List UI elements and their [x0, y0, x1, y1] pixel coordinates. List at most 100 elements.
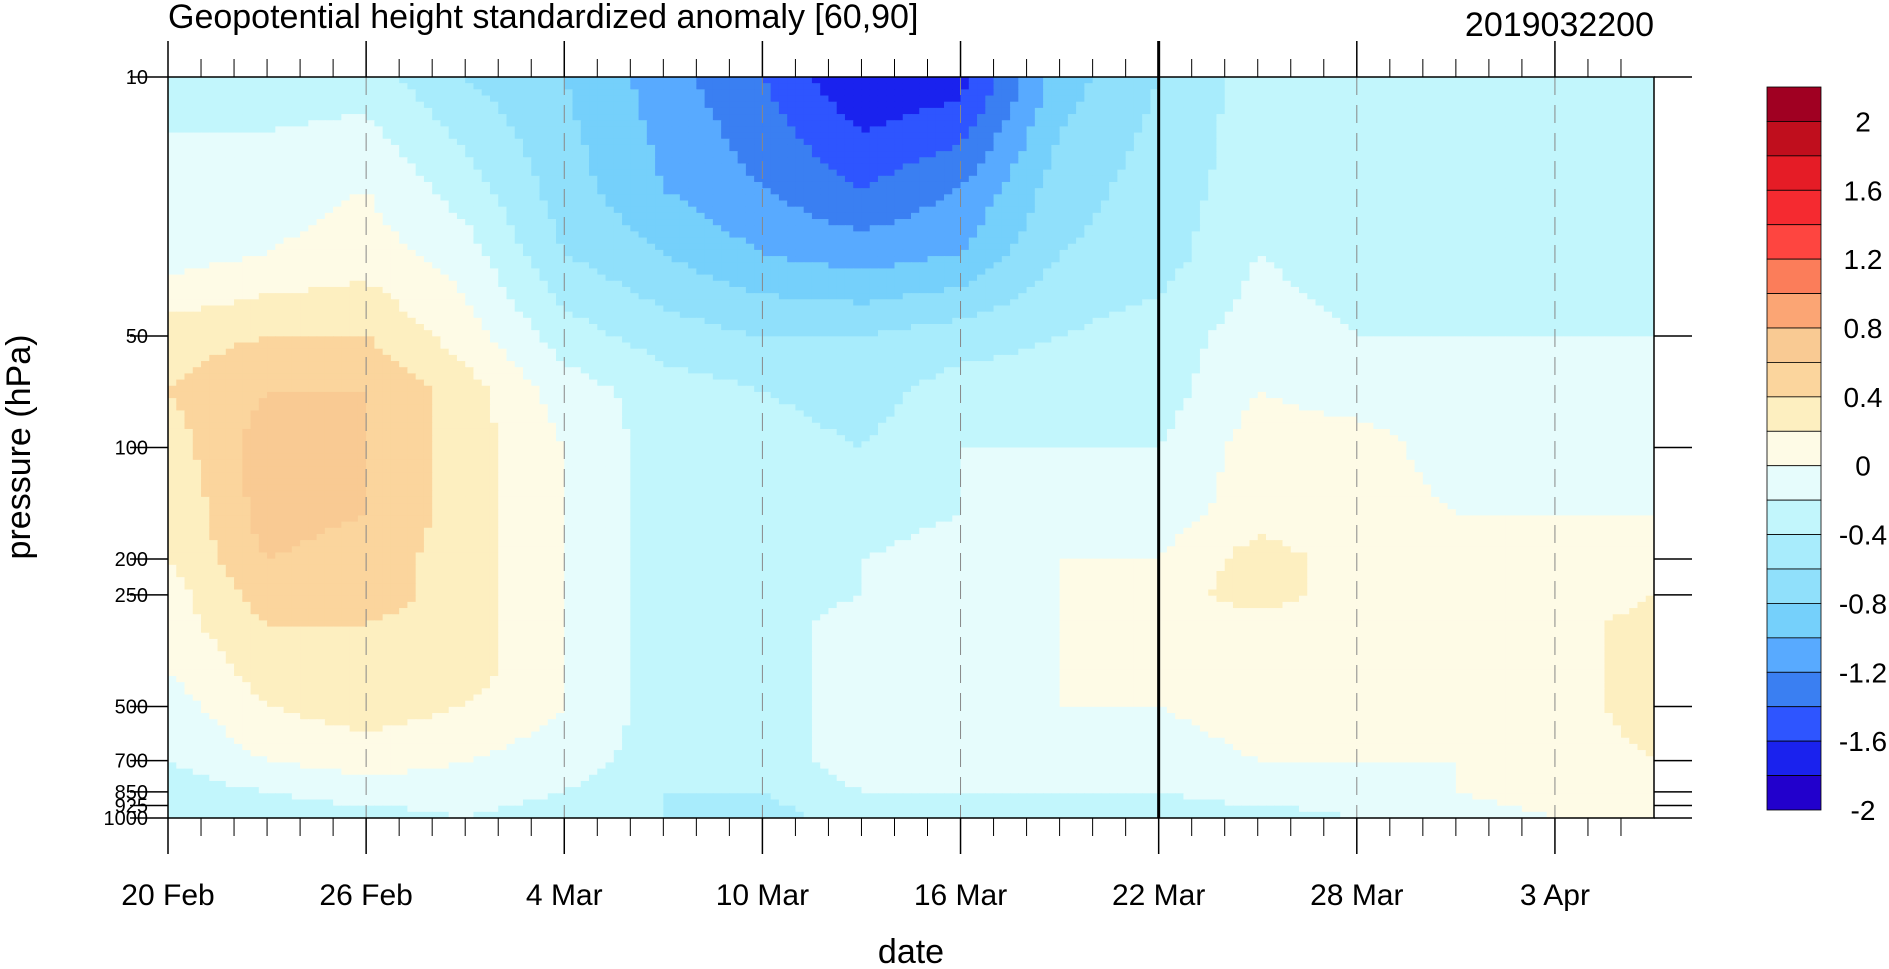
heatmap-cell [1059, 89, 1069, 97]
heatmap-cell [1117, 132, 1127, 140]
heatmap-cell [712, 206, 722, 214]
heatmap-cell [1340, 120, 1350, 127]
heatmap-cell [556, 83, 565, 90]
heatmap-cell [423, 83, 433, 90]
heatmap-cell [1406, 95, 1416, 103]
heatmap-cell [390, 243, 400, 251]
heatmap-cell [300, 175, 309, 183]
heatmap-cell [944, 169, 953, 177]
heatmap-cell [1596, 225, 1606, 232]
heatmap-cell [456, 144, 466, 152]
heatmap-cell [1521, 188, 1531, 195]
heatmap-cell [1142, 151, 1152, 158]
heatmap-cell [225, 157, 235, 165]
heatmap-cell [1059, 132, 1069, 140]
heatmap-cell [613, 144, 623, 152]
heatmap-cell [192, 175, 202, 183]
heatmap-cell [704, 212, 714, 220]
heatmap-cell [589, 83, 598, 90]
heatmap-cell [1051, 151, 1061, 158]
heatmap-cell [655, 200, 664, 208]
heatmap-cell [1612, 107, 1622, 115]
heatmap-cell [275, 206, 285, 214]
heatmap-cell [1043, 212, 1052, 220]
heatmap-cell [1406, 126, 1416, 134]
heatmap-cell [1224, 188, 1234, 195]
heatmap-cell [1373, 169, 1383, 177]
heatmap-cell [911, 181, 920, 189]
heatmap-cell [919, 132, 929, 140]
heatmap-cell [1620, 89, 1630, 97]
heatmap-cell [184, 169, 194, 177]
heatmap-cell [968, 95, 978, 103]
heatmap-cell [514, 132, 524, 140]
heatmap-cell [1125, 151, 1135, 158]
heatmap-cell [1166, 77, 1176, 84]
heatmap-cell [1464, 89, 1473, 97]
heatmap-cell [919, 212, 929, 220]
heatmap-cell [1100, 126, 1110, 134]
heatmap-cell [357, 126, 367, 134]
heatmap-cell [432, 83, 442, 90]
heatmap-cell [1480, 181, 1490, 189]
heatmap-cell [1076, 225, 1085, 232]
heatmap-cell [1455, 169, 1465, 177]
heatmap-cell [1513, 212, 1523, 220]
heatmap-cell [1373, 237, 1383, 245]
heatmap-cell [432, 231, 442, 239]
heatmap-cell [1571, 114, 1581, 121]
heatmap-cell [564, 237, 574, 245]
heatmap-cell [440, 144, 450, 152]
heatmap-cell [1629, 206, 1639, 214]
heatmap-cell [638, 206, 648, 214]
heatmap-cell [1216, 237, 1226, 245]
heatmap-cell [1521, 77, 1531, 84]
heatmap-cell [1051, 83, 1061, 90]
heatmap-cell [291, 77, 301, 84]
heatmap-cell [316, 175, 326, 183]
heatmap-cell [1538, 225, 1548, 232]
heatmap-cell [572, 169, 582, 177]
heatmap-cell [531, 169, 541, 177]
heatmap-cell [1109, 231, 1118, 239]
heatmap-cell [911, 126, 920, 134]
heatmap-cell [1208, 120, 1218, 127]
heatmap-cell [547, 138, 557, 146]
heatmap-cell [1216, 101, 1226, 109]
heatmap-cell [531, 101, 541, 109]
heatmap-cell [522, 114, 532, 121]
heatmap-cell [1208, 89, 1218, 97]
heatmap-cell [1587, 101, 1597, 109]
heatmap-cell [993, 175, 1003, 183]
heatmap-cell [861, 138, 871, 146]
heatmap-cell [1010, 225, 1019, 232]
heatmap-cell [1076, 144, 1085, 152]
heatmap-cell [168, 169, 177, 177]
heatmap-cell [589, 138, 598, 146]
heatmap-cell [630, 163, 640, 171]
heatmap-cell [1530, 206, 1540, 214]
heatmap-cell [1034, 206, 1044, 214]
heatmap-cell [927, 181, 937, 189]
heatmap-cell [217, 194, 227, 202]
heatmap-cell [1084, 225, 1094, 232]
heatmap-cell [1365, 126, 1374, 134]
heatmap-cell [341, 206, 351, 214]
heatmap-cell [721, 231, 730, 239]
heatmap-cell [1620, 237, 1630, 245]
heatmap-cell [1645, 151, 1654, 158]
heatmap-cell [754, 194, 763, 202]
heatmap-cell [349, 138, 359, 146]
heatmap-cell [465, 83, 475, 90]
heatmap-cell [638, 126, 648, 134]
heatmap-cell [1133, 212, 1143, 220]
heatmap-cell [1067, 243, 1077, 251]
heatmap-cell [1563, 181, 1573, 189]
heatmap-cell [605, 206, 615, 214]
heatmap-cell [1414, 77, 1424, 84]
heatmap-cell [704, 126, 714, 134]
heatmap-cell [762, 231, 772, 239]
heatmap-cell [1398, 200, 1407, 208]
heatmap-cell [473, 194, 483, 202]
heatmap-cell [820, 151, 830, 158]
